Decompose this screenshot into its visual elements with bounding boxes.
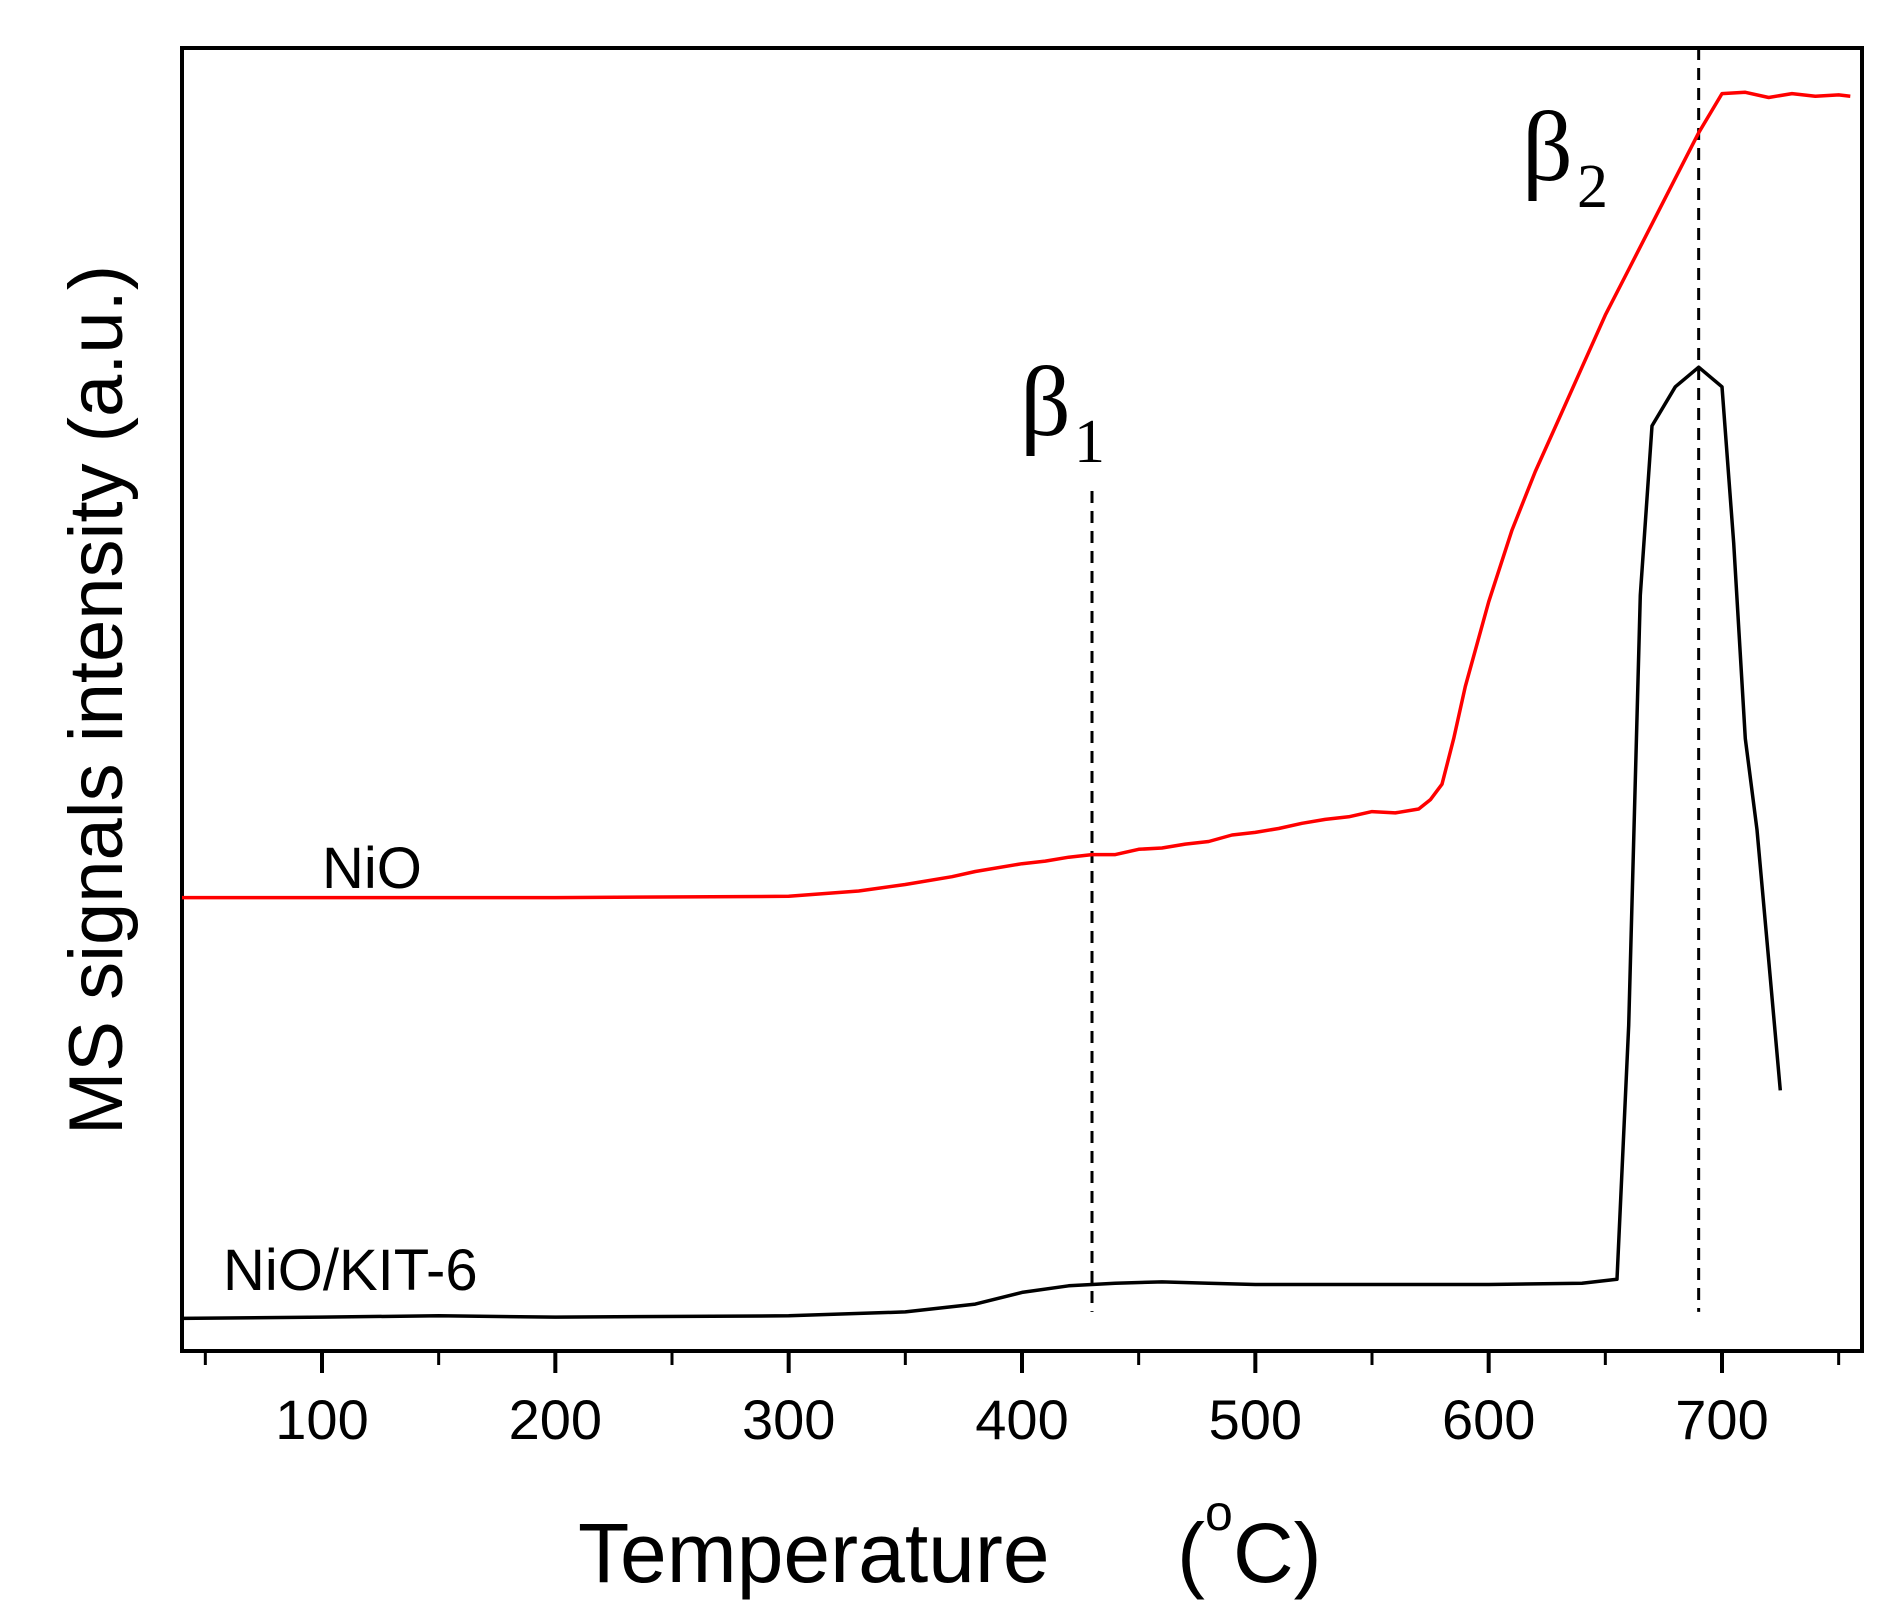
- x-tick-label-500: 500: [1209, 1388, 1302, 1451]
- annotation-beta2-subscript: 2: [1577, 153, 1608, 221]
- series-line-nio-kit6: [181, 365, 1783, 1321]
- series-line-nio: [182, 90, 1851, 900]
- x-tick-label-700: 700: [1675, 1388, 1768, 1451]
- series-label-nio-kit6: NiO/KIT-6: [223, 1238, 478, 1303]
- annotation-beta2-symbol: β: [1522, 91, 1573, 202]
- series-lines: [181, 90, 1851, 1321]
- annotation-beta1-subscript: 1: [1074, 408, 1105, 476]
- x-tick-label-200: 200: [509, 1388, 602, 1451]
- x-axis-unit-degree: o: [1205, 1485, 1233, 1541]
- x-axis-title: Temperature ( o C): [578, 1485, 1322, 1600]
- annotation-beta2: β 2: [1522, 91, 1608, 221]
- y-axis-title: MS signals intensity (a.u.): [54, 265, 139, 1135]
- x-axis-title-text: Temperature: [578, 1506, 1050, 1600]
- plot-frame: [180, 46, 1864, 1353]
- x-axis-tick-labels: 100 200 300 400 500 600 700: [275, 1388, 1768, 1451]
- series-label-nio: NiO: [322, 836, 422, 901]
- annotation-lines: [1090, 48, 1701, 1312]
- annotation-beta1: β 1: [1020, 346, 1105, 476]
- x-axis-unit-open: (: [1177, 1506, 1205, 1600]
- x-axis-ticks: [203, 1351, 1841, 1373]
- x-tick-label-300: 300: [742, 1388, 835, 1451]
- x-tick-label-100: 100: [275, 1388, 368, 1451]
- x-tick-label-400: 400: [975, 1388, 1068, 1451]
- annotation-beta1-symbol: β: [1020, 346, 1071, 457]
- x-tick-label-600: 600: [1442, 1388, 1535, 1451]
- x-axis-unit-close: C): [1233, 1506, 1322, 1600]
